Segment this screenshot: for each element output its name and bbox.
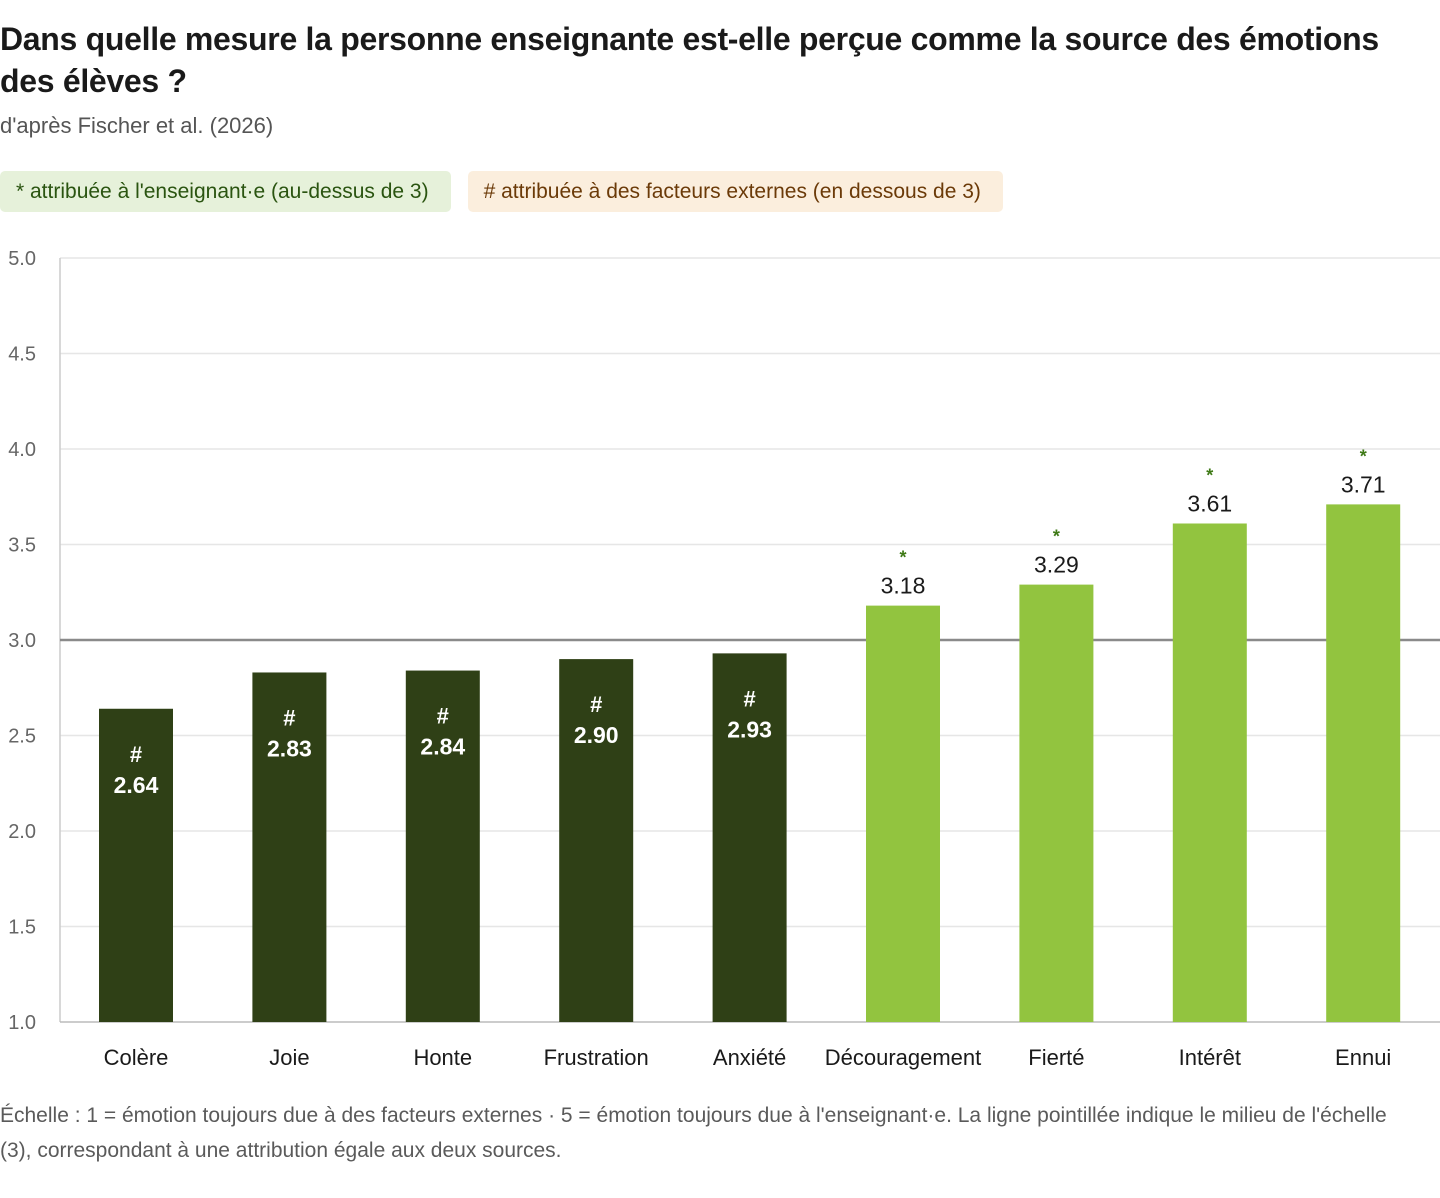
- legend-below-three: # attribuée à des facteurs externes (en …: [467, 171, 1003, 212]
- x-tick-label: Frustration: [544, 1045, 649, 1070]
- data-label: 3.29: [1034, 552, 1079, 578]
- bar-ennui: [1326, 504, 1401, 1022]
- x-tick-label: Découragement: [825, 1045, 982, 1070]
- y-tick-label: 1.5: [8, 917, 36, 939]
- data-label: 2.93: [727, 716, 772, 742]
- chart-subtitle: d'après Fischer et al. (2026): [0, 113, 274, 138]
- data-label: 3.18: [881, 573, 926, 599]
- significance-marker: *: [1360, 446, 1367, 466]
- x-tick-label: Honte: [413, 1045, 472, 1070]
- significance-marker: #: [743, 686, 755, 711]
- bar-anxiété: [712, 653, 787, 1022]
- y-tick-label: 2.0: [8, 821, 36, 843]
- bar-frustration: [559, 659, 634, 1022]
- chart-title: Dans quelle mesure la personne enseignan…: [0, 21, 1379, 99]
- significance-marker: *: [1053, 527, 1060, 547]
- x-tick-label: Fierté: [1028, 1045, 1084, 1070]
- x-tick-label: Intérêt: [1179, 1045, 1241, 1070]
- bar-fierté: [1019, 584, 1094, 1022]
- significance-marker: #: [590, 692, 602, 717]
- bar-honte: [405, 670, 480, 1022]
- footnote: Échelle : 1 = émotion toujours due à des…: [0, 1104, 1387, 1162]
- y-tick-label: 5.0: [8, 248, 36, 270]
- bar-chart: 1.0 1.5 2.0 2.5 3.0 3.5 4.0 4.5 5.0 #2.64 Colère #2…: [8, 248, 1440, 1070]
- y-tick-label: 4.5: [8, 344, 36, 366]
- legend: * attribuée à l'enseignant·e (au-dessus …: [0, 171, 1003, 212]
- x-tick-label: Ennui: [1335, 1045, 1391, 1070]
- data-label: 2.84: [420, 734, 465, 760]
- significance-marker: #: [437, 704, 449, 729]
- x-tick-label: Colère: [104, 1045, 169, 1070]
- significance-marker: #: [283, 705, 295, 730]
- data-label: 2.83: [267, 735, 312, 761]
- legend-above-three: * attribuée à l'enseignant·e (au-dessus …: [0, 171, 451, 212]
- y-tick-label: 4.0: [8, 439, 36, 461]
- y-tick-label: 3.5: [8, 535, 36, 557]
- data-label: 3.71: [1341, 471, 1386, 497]
- data-label: 2.90: [574, 722, 619, 748]
- significance-marker: *: [1206, 465, 1213, 485]
- y-tick-label: 3.0: [8, 630, 36, 652]
- bar-intérêt: [1172, 523, 1247, 1022]
- data-label: 2.64: [114, 772, 159, 798]
- data-label: 3.61: [1187, 490, 1232, 516]
- bar-joie: [252, 672, 327, 1022]
- y-tick-label: 2.5: [8, 726, 36, 748]
- bar-colère: [99, 708, 173, 1022]
- bar-découragement: [866, 605, 940, 1022]
- x-tick-label: Anxiété: [713, 1045, 786, 1070]
- significance-marker: *: [899, 548, 906, 568]
- y-tick-label: 1.0: [8, 1012, 36, 1034]
- x-tick-label: Joie: [269, 1045, 309, 1070]
- significance-marker: #: [130, 742, 142, 767]
